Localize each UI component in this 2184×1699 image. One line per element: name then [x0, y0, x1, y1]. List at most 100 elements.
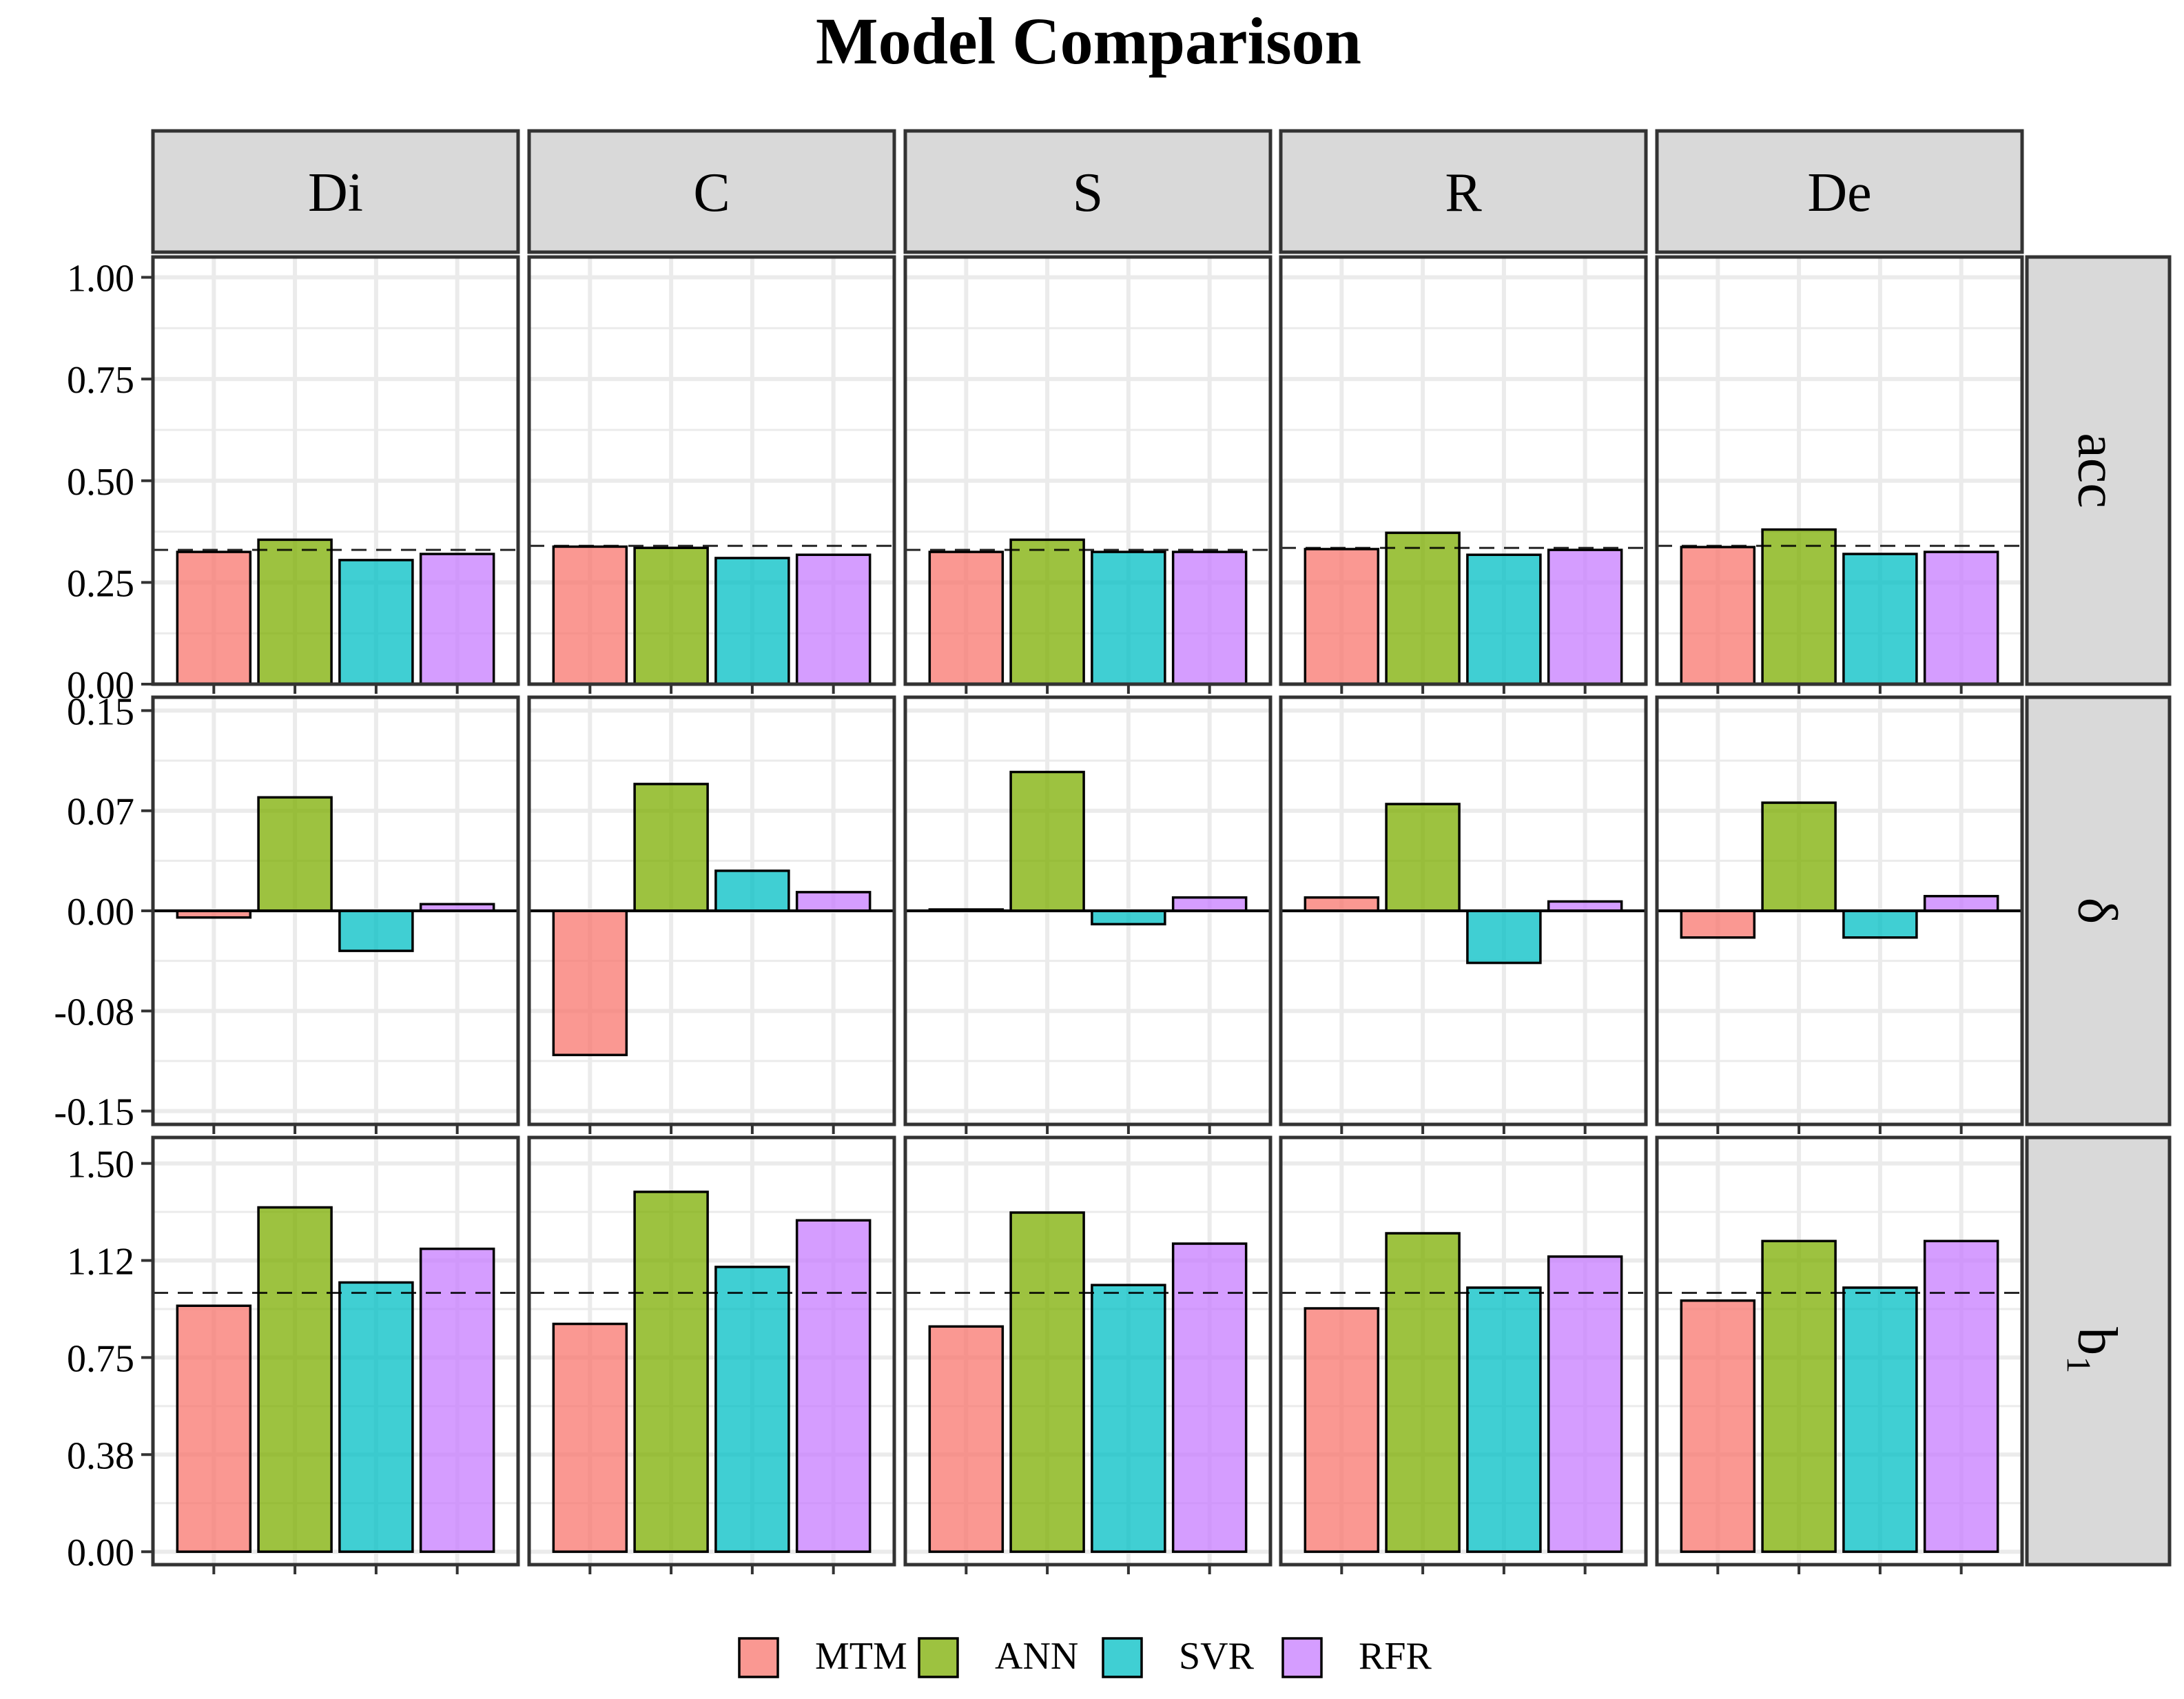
- y-tick-label: 0.00: [67, 664, 134, 707]
- bar-svr: [1842, 1286, 1918, 1553]
- bar-rfr: [1547, 1255, 1623, 1553]
- panel-border: [527, 695, 896, 1126]
- bar-mtm: [1680, 1299, 1756, 1553]
- y-tick-label: 1.12: [67, 1240, 134, 1283]
- facet-panels: Di C S R De acc 0.00 0.25 0.50 0.75 1.00 δ -0.15 -0.0…: [54, 129, 2172, 1574]
- facet-strip-label: b₁: [2067, 1327, 2130, 1375]
- bar-mtm: [552, 909, 628, 1056]
- bar-rfr: [419, 1247, 495, 1553]
- bar-svr: [338, 559, 414, 686]
- facet-strip-label: De: [1807, 163, 1871, 223]
- facet-strip-label: R: [1445, 163, 1482, 223]
- panel-b1-di: [151, 1135, 520, 1574]
- bar-rfr: [795, 1219, 872, 1553]
- bar-ann: [633, 546, 709, 686]
- bar-mtm: [552, 1322, 628, 1553]
- facet-strip-label: C: [693, 163, 730, 223]
- bar-mtm: [1680, 909, 1756, 939]
- bar-ann: [257, 796, 333, 912]
- y-tick-label: 1.50: [67, 1144, 134, 1186]
- bar-ann: [1761, 801, 1837, 912]
- bar-ann: [1385, 531, 1461, 686]
- bar-ann: [1385, 1232, 1461, 1553]
- legend-label: SVR: [1179, 1635, 1255, 1678]
- bar-ann: [633, 783, 709, 912]
- bar-ann: [1385, 803, 1461, 912]
- panel-border: [903, 695, 1273, 1126]
- bar-mtm: [1304, 896, 1380, 912]
- bar-rfr: [1923, 550, 1999, 686]
- bar-svr: [1091, 909, 1166, 926]
- facet-strip-di: [151, 129, 520, 254]
- y-tick-label: 1.00: [67, 258, 134, 300]
- bar-svr: [1091, 1284, 1166, 1553]
- bar-rfr: [1171, 1242, 1248, 1553]
- y-tick-label: 0.00: [67, 1532, 134, 1574]
- panel-b1-c: [527, 1135, 896, 1574]
- facet-strip-label: S: [1073, 163, 1104, 223]
- bar-svr: [714, 557, 790, 686]
- y-tick-label: 0.75: [67, 359, 134, 402]
- panel-border: [903, 1135, 1273, 1567]
- panel-border: [903, 255, 1273, 686]
- panel-border: [1655, 255, 2024, 686]
- y-tick-label: 0.38: [67, 1434, 134, 1477]
- legend-key-ann: [918, 1637, 959, 1678]
- panel-b1-s: [903, 1135, 1273, 1574]
- bar-rfr: [795, 891, 872, 912]
- bar-svr: [1091, 550, 1166, 686]
- y-tick-label: 0.15: [67, 690, 134, 733]
- facet-strip-label: Di: [308, 163, 363, 223]
- bar-mtm: [552, 545, 628, 686]
- bar-ann: [1009, 538, 1085, 686]
- bar-ann: [1009, 770, 1085, 912]
- bar-svr: [714, 869, 790, 912]
- y-tick-label: -0.08: [54, 991, 134, 1033]
- y-tick-label: 0.25: [67, 562, 134, 605]
- bar-svr: [1842, 553, 1918, 686]
- facet-strip-label: δ: [2067, 898, 2130, 925]
- legend-key-rfr: [1281, 1637, 1323, 1678]
- panel-b1-de: [1655, 1135, 2024, 1574]
- bar-rfr: [1547, 900, 1623, 912]
- bar-ann: [257, 538, 333, 686]
- panel-b1-r: [1279, 1135, 1648, 1574]
- facet-strip-acc: [2025, 255, 2172, 686]
- panel-delta-de: [1655, 695, 2024, 1134]
- y-tick-label: 0.00: [67, 891, 134, 934]
- legend: MTM ANN SVR RFR: [738, 1635, 1432, 1678]
- legend-label: MTM: [815, 1635, 907, 1678]
- bar-svr: [1466, 909, 1542, 965]
- panel-border: [1279, 695, 1648, 1126]
- panel-delta-s: [903, 695, 1273, 1134]
- bar-mtm: [1304, 548, 1380, 686]
- panel-acc-de: [1655, 255, 2024, 694]
- bar-svr: [1466, 553, 1542, 686]
- bar-mtm: [928, 550, 1005, 686]
- bar-svr: [338, 909, 414, 952]
- bar-ann: [1009, 1211, 1085, 1553]
- facet-strip-de: [1655, 129, 2024, 254]
- legend-label: RFR: [1359, 1635, 1432, 1678]
- bar-svr: [1842, 909, 1918, 939]
- panel-acc-r: [1279, 255, 1648, 694]
- panel-acc-di: [151, 255, 520, 694]
- bar-ann: [633, 1191, 709, 1553]
- facet-strip-c: [527, 129, 896, 254]
- panel-delta-c: [527, 695, 896, 1134]
- facet-strip-r: [1279, 129, 1648, 254]
- panel-border: [1279, 255, 1648, 686]
- legend-label: ANN: [995, 1635, 1078, 1678]
- chart-title: Model Comparison: [816, 4, 1361, 78]
- panel-border: [151, 255, 520, 686]
- bar-rfr: [1923, 894, 1999, 912]
- panel-delta-di: [151, 695, 520, 1134]
- bar-rfr: [419, 553, 495, 686]
- bar-mtm: [176, 550, 252, 686]
- panel-acc-s: [903, 255, 1273, 694]
- bar-rfr: [795, 553, 872, 686]
- bar-ann: [1761, 1239, 1837, 1553]
- bar-mtm: [1680, 546, 1756, 686]
- bar-ann: [1761, 528, 1837, 686]
